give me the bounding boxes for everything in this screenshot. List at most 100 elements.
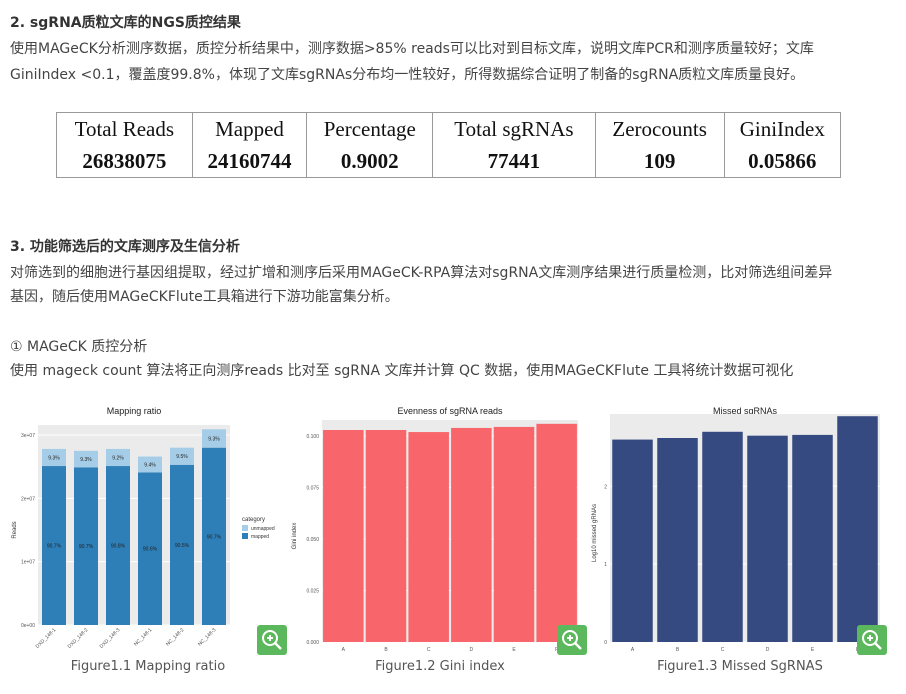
- qc-table-header-row: Total Reads Mapped Percentage Total sgRN…: [56, 112, 842, 145]
- bar-unmapped: [202, 429, 226, 448]
- figure-1-3-caption: Figure1.3 Missed SgRNAS: [657, 659, 823, 674]
- y-tick-label: 1e+07: [21, 560, 35, 566]
- bar: [536, 423, 577, 642]
- chart-title: Evenness of sgRNA reads: [397, 406, 503, 416]
- bar-data-label: 9.3%: [208, 436, 220, 442]
- plot-panel: [610, 414, 880, 642]
- qc-value-giniindex: 0.05866: [723, 145, 842, 178]
- bar: [702, 431, 743, 642]
- bar-mapped: [170, 464, 194, 625]
- y-axis-label: Gini index: [292, 523, 298, 550]
- qc-value-total-reads: 26838075: [56, 145, 193, 178]
- legend-label: mapped: [251, 534, 269, 540]
- bar: [612, 439, 653, 642]
- bar-data-label: 9.2%: [112, 455, 124, 461]
- bar-mapped: [202, 447, 226, 625]
- bar: [451, 427, 492, 642]
- qc-header-zerocounts: Zerocounts: [594, 112, 725, 145]
- zoom-in-icon: [862, 630, 882, 650]
- y-tick-label: 1: [604, 562, 607, 568]
- y-axis-label: Log10 missed gRNAs: [592, 504, 598, 562]
- y-axis-label: Reads: [12, 521, 18, 538]
- y-tick-label: 0.000: [306, 640, 319, 646]
- zoom-button-fig2[interactable]: [557, 625, 587, 655]
- bar-data-label: 9.3%: [48, 455, 60, 461]
- x-tick-label: A: [631, 647, 635, 653]
- bar-unmapped: [42, 448, 66, 467]
- bar-mapped: [106, 466, 130, 625]
- section-2-text-line-1: 使用MAGeCK分析测序数据，质控分析结果中，测序数据>85% reads可以比…: [10, 41, 814, 57]
- x-tick-label: C: [427, 647, 431, 653]
- zoom-in-icon: [562, 630, 582, 650]
- bar-data-label: 90.7%: [207, 534, 222, 540]
- bar-mapped: [138, 472, 162, 625]
- x-tick-label: NC_148-1: [133, 627, 154, 648]
- bar: [408, 432, 449, 642]
- x-tick-label: C: [721, 647, 725, 653]
- legend-title: category: [242, 517, 265, 523]
- figure-1-2-caption: Figure1.2 Gini index: [375, 659, 505, 674]
- bar-unmapped: [74, 450, 98, 468]
- bar-data-label: 9.3%: [80, 457, 92, 463]
- legend-label: unmapped: [251, 526, 275, 532]
- bar: [657, 438, 698, 642]
- figure-1-1-caption: Figure1.1 Mapping ratio: [70, 659, 226, 674]
- bar-data-label: 90.7%: [79, 544, 94, 550]
- bar: [365, 430, 407, 642]
- zoom-button-fig1[interactable]: [257, 625, 287, 655]
- x-tick-label: NC_148-3: [197, 627, 218, 648]
- bar: [323, 430, 364, 642]
- bar-data-label: 90.7%: [47, 544, 62, 550]
- qc-value-percentage: 0.9002: [306, 145, 434, 178]
- bar-data-label: 90.6%: [143, 547, 158, 553]
- bar: [837, 416, 878, 642]
- legend-swatch: [242, 533, 248, 539]
- x-tick-label: F: [555, 647, 558, 653]
- x-tick-label: D: [470, 647, 474, 653]
- x-tick-label: B: [384, 647, 388, 653]
- y-tick-label: 0.050: [306, 537, 319, 543]
- qc-header-percentage: Percentage: [306, 112, 434, 145]
- bar-unmapped: [106, 448, 130, 467]
- qc-table-value-row: 26838075 24160744 0.9002 77441 109 0.058…: [56, 145, 842, 178]
- gini-index-chart: Evenness of sgRNA reads 0.000 0.025 0.050 0.…: [292, 406, 578, 653]
- x-tick-label: DXD_148-1: [35, 627, 58, 650]
- bar-data-label: 90.8%: [111, 544, 126, 550]
- x-tick-label: NC_148-2: [165, 627, 186, 648]
- qc-value-zerocounts: 109: [594, 145, 725, 178]
- chart-title: Mapping ratio: [107, 406, 162, 416]
- bar-unmapped: [170, 447, 194, 465]
- zoom-button-fig3[interactable]: [857, 625, 887, 655]
- bar-unmapped: [138, 456, 162, 473]
- x-tick-label: B: [676, 647, 680, 653]
- x-tick-label: DXD_148-3: [99, 627, 122, 650]
- y-tick-label: 3e+07: [21, 433, 35, 439]
- x-tick-label: DXD_148-2: [67, 627, 90, 650]
- bar-data-label: 9.5%: [176, 454, 188, 460]
- plot-panel: [322, 420, 578, 642]
- bar-mapped: [74, 467, 98, 625]
- chart-title: Missed sgRNAs: [713, 406, 778, 416]
- y-tick-label: 0.100: [306, 434, 319, 440]
- section-3-title: 3. 功能筛选后的文库测序及生信分析: [10, 239, 240, 255]
- qc-header-mapped: Mapped: [191, 112, 308, 145]
- subsection-text: 使用 mageck count 算法将正向测序reads 比对至 sgRNA 文…: [10, 363, 794, 379]
- x-tick-label: A: [342, 647, 346, 653]
- qc-table: Total Reads Mapped Percentage Total sgRN…: [56, 112, 842, 178]
- bar-data-label: 9.4%: [144, 462, 156, 468]
- section-2-text-line-2: GiniIndex <0.1，覆盖度99.8%，体现了文库sgRNAs分布均一性…: [10, 67, 805, 83]
- bar-data-label: 90.5%: [175, 543, 190, 549]
- zoom-in-icon: [262, 630, 282, 650]
- y-tick-label: 0.075: [306, 486, 319, 492]
- x-tick-label: E: [512, 647, 516, 653]
- qc-header-total-sgrnas: Total sgRNAs: [432, 112, 596, 145]
- qc-value-total-sgrnas: 77441: [432, 145, 596, 178]
- bar: [747, 435, 788, 642]
- y-tick-label: 0e+00: [21, 623, 35, 629]
- section-3-text-line-1: 对筛选到的细胞进行基因组提取，经过扩增和测序后采用MAGeCK-RPA算法对sg…: [10, 265, 833, 281]
- bar-mapped: [42, 466, 66, 625]
- bar: [792, 434, 833, 642]
- plot-panel: [38, 425, 230, 625]
- bar: [493, 426, 535, 642]
